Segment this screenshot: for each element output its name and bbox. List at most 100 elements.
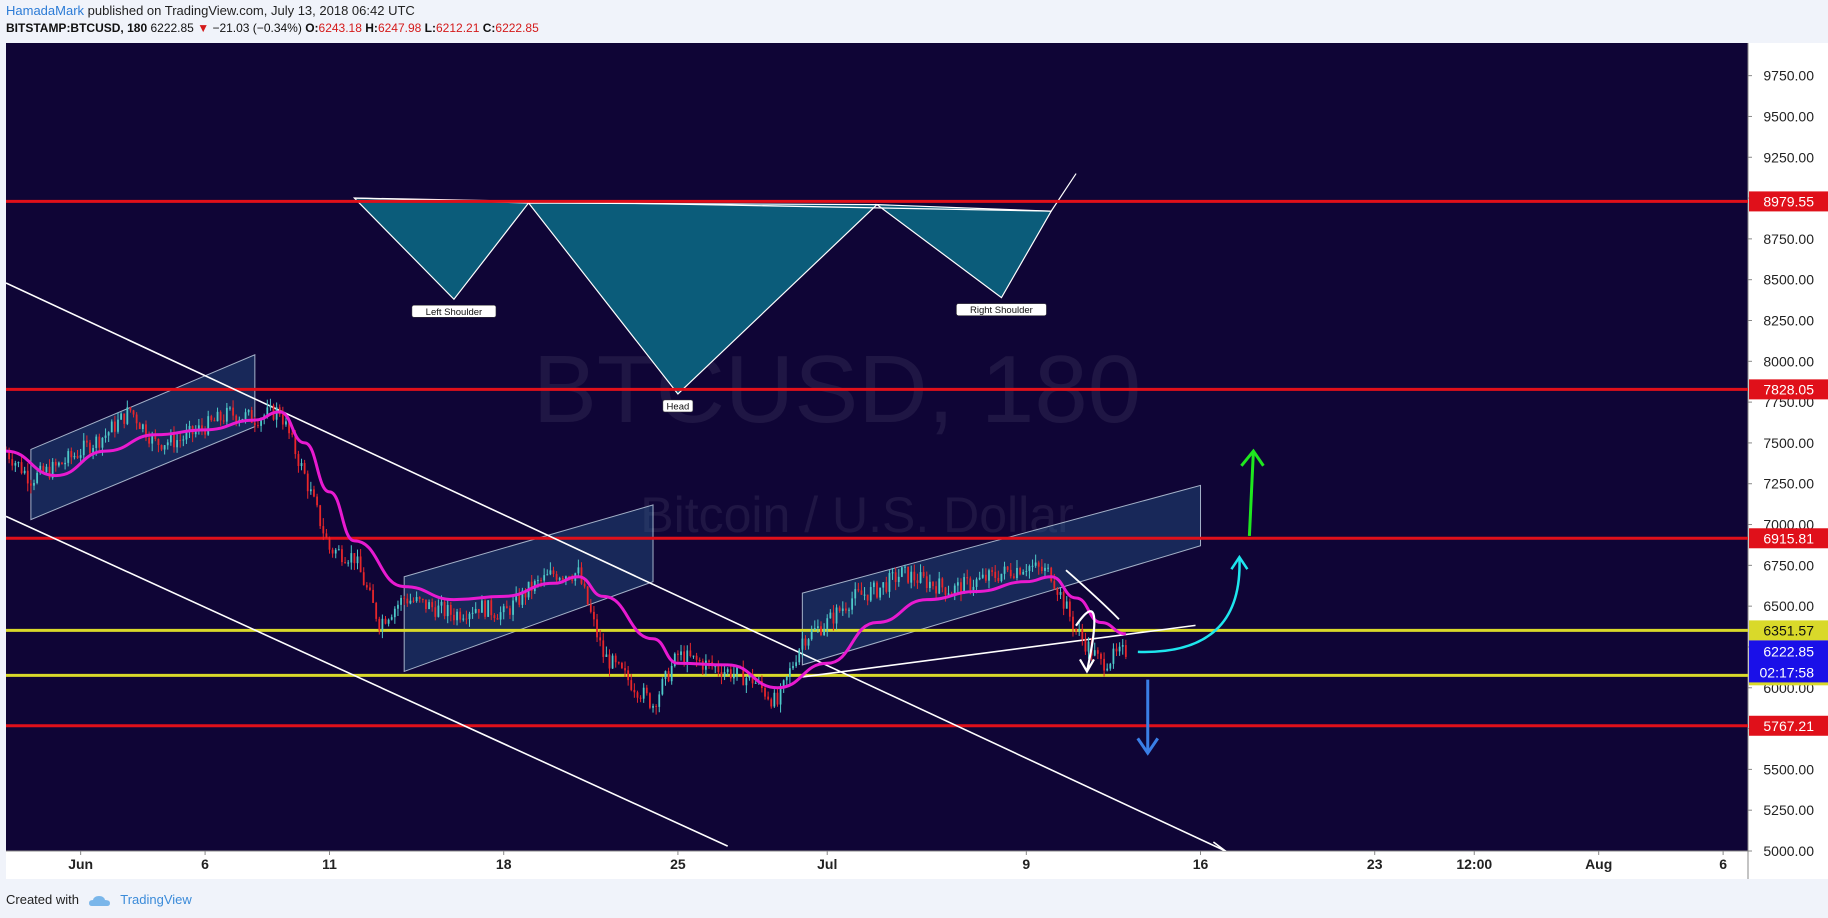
candle-body (1075, 629, 1077, 631)
x-tick-label: Jul (817, 856, 837, 872)
candle-body (698, 659, 701, 662)
candle-body (664, 671, 667, 680)
candle-body (723, 672, 726, 677)
x-tick-label: Jun (68, 856, 93, 872)
candle-body (851, 598, 854, 610)
candle-body (583, 583, 586, 587)
candle-body (904, 566, 906, 568)
candle-body (453, 614, 455, 621)
candle-body (425, 599, 427, 610)
candle-body (1121, 645, 1124, 647)
candle-body (608, 654, 611, 669)
white-curved-arrow[interactable] (1075, 610, 1096, 672)
candle-body (117, 419, 119, 432)
watermark-subtitle: Bitcoin / U.S. Dollar (640, 487, 1073, 543)
candle-body (322, 526, 325, 534)
breakout-line[interactable] (1050, 173, 1077, 212)
candle-body (782, 680, 785, 688)
candle-body (54, 461, 57, 466)
candle-body (879, 587, 882, 598)
candle-body (269, 405, 272, 408)
level-price-tag-bg (1749, 620, 1828, 641)
x-tick-label: Aug (1585, 856, 1612, 872)
candle-body (969, 578, 972, 591)
candle-body (966, 577, 969, 579)
candle-body (42, 465, 45, 473)
candle-body (810, 629, 813, 640)
candle-body (720, 672, 723, 677)
candle-body (789, 668, 791, 677)
candle-body (443, 601, 446, 617)
level-price-tag-bg (1749, 191, 1828, 212)
candle-body (468, 613, 471, 620)
candle-body (250, 410, 253, 423)
candle-body (857, 589, 860, 591)
y-tick-label: 9750.00 (1763, 68, 1814, 84)
candle-body (260, 419, 262, 426)
author-name[interactable]: HamadaMark (6, 3, 85, 18)
candle-body (863, 594, 866, 596)
candle-body (471, 612, 474, 614)
candle-body (126, 407, 129, 424)
bar-countdown: 02:17:58 (1760, 664, 1815, 680)
candle-body (907, 566, 910, 583)
candle-body (421, 598, 424, 600)
candle-body (138, 423, 141, 430)
moving-average-line[interactable] (6, 410, 1127, 690)
current-price-tag: 6222.85 (1763, 643, 1814, 659)
candle-body (365, 585, 368, 588)
candle-body (481, 600, 483, 613)
candle-body (347, 562, 350, 564)
candle-body (176, 440, 178, 448)
candle-body (655, 705, 658, 707)
candle-body (509, 608, 511, 615)
candle-body (104, 435, 107, 438)
candle-body (645, 687, 648, 694)
candle-body (717, 666, 720, 673)
candle-body (552, 570, 555, 575)
candle-body (166, 442, 169, 446)
candle-body (593, 611, 595, 620)
candle-body (751, 673, 754, 684)
candle-body (334, 549, 337, 554)
plot-area[interactable] (6, 43, 1748, 851)
candle-body (331, 549, 334, 554)
candle-body (639, 697, 642, 699)
candle-body (558, 578, 561, 580)
cyan-curved-arrow[interactable] (1137, 557, 1241, 654)
candle-body (281, 414, 284, 425)
candle-body (988, 570, 990, 581)
candle-body (745, 678, 748, 686)
candle-body (823, 628, 826, 636)
candle-body (61, 462, 63, 465)
tradingview-link[interactable]: TradingView (120, 892, 192, 907)
candle-body (20, 462, 23, 474)
candle-body (1065, 601, 1068, 609)
candle-body (45, 466, 48, 473)
y-tick-label: 8250.00 (1763, 312, 1814, 328)
candle-body (169, 433, 172, 443)
right-shoulder-shape[interactable] (875, 203, 1053, 299)
x-axis-area[interactable] (6, 851, 1748, 879)
candle-body (1003, 566, 1006, 574)
trend-channel-lower[interactable] (6, 515, 729, 847)
candle-body (726, 669, 729, 673)
x-tick-label: 12:00 (1456, 856, 1492, 872)
candle-body (729, 669, 732, 679)
candle-body (866, 594, 869, 601)
candle-body (362, 572, 365, 586)
candle-body (319, 505, 322, 527)
candle-body (844, 608, 847, 611)
trend-channel-upper[interactable] (6, 282, 1226, 851)
y-axis-area[interactable] (1748, 43, 1828, 879)
candle-body (571, 579, 574, 581)
tradingview-cloud-icon (88, 895, 110, 906)
head-shape[interactable] (527, 202, 879, 395)
candle-body (157, 439, 160, 446)
flag-support-line[interactable] (802, 624, 1196, 678)
white-pullback-arrow[interactable] (1065, 569, 1120, 620)
green-up-arrow[interactable] (1247, 451, 1255, 537)
candle-body (353, 553, 356, 564)
candle-body (390, 617, 393, 620)
